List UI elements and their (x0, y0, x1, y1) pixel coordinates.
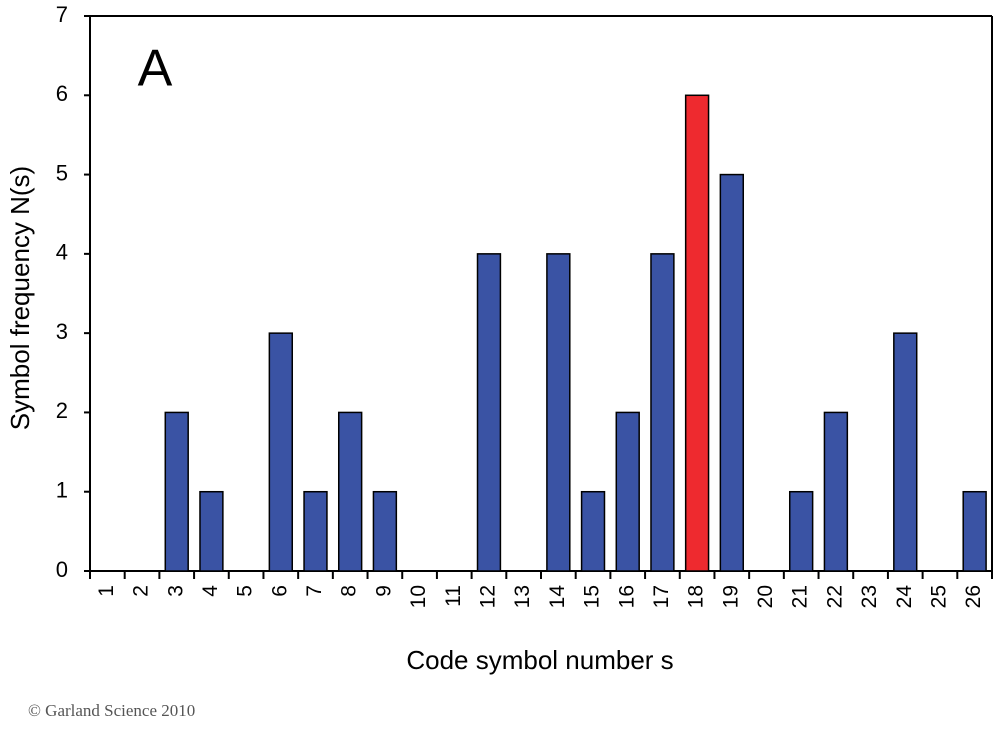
bar (893, 332, 918, 572)
y-tick-label: 4 (56, 240, 68, 265)
x-tick-label: 17 (650, 585, 673, 608)
bar (615, 411, 640, 572)
x-tick-label: 4 (199, 585, 222, 597)
x-tick-label: 14 (546, 585, 569, 609)
bar (372, 490, 398, 572)
x-tick-label: 3 (164, 585, 187, 597)
x-tick-label: 21 (789, 585, 812, 608)
x-tick-label: 10 (407, 585, 430, 608)
bar (546, 253, 571, 572)
bar (337, 411, 363, 572)
y-tick-label: 7 (56, 2, 68, 27)
x-tick-label: 23 (858, 585, 881, 608)
x-tick-label: 16 (615, 585, 638, 608)
x-tick-label: 15 (581, 585, 604, 608)
plot-frame (89, 15, 993, 572)
y-tick-label: 0 (56, 557, 68, 582)
x-tick-label: 7 (303, 585, 326, 597)
bar (684, 94, 710, 572)
bar (303, 490, 328, 572)
bar (580, 490, 606, 572)
x-tick-label: 19 (719, 585, 742, 608)
x-tick-label: 1 (95, 585, 118, 597)
bar (788, 490, 814, 572)
copyright: © Garland Science 2010 (28, 701, 195, 720)
x-tick-label: 24 (893, 585, 916, 609)
y-axis-label: Symbol frequency N(s) (5, 166, 35, 430)
bar (164, 411, 189, 572)
bar (719, 173, 745, 572)
x-tick-label: 12 (477, 585, 500, 608)
x-axis-label: Code symbol number s (406, 645, 673, 675)
y-tick-label: 1 (56, 478, 68, 503)
y-tick-label: 6 (56, 81, 68, 106)
x-tick-label: 8 (338, 585, 361, 597)
bar (650, 253, 675, 572)
x-tick-label: 22 (823, 585, 846, 608)
bar (962, 490, 987, 572)
bar (823, 411, 849, 572)
y-tick-label: 2 (56, 398, 68, 423)
x-tick-label: 2 (130, 585, 153, 597)
x-tick-label: 13 (511, 585, 534, 608)
x-tick-label: 18 (685, 585, 708, 608)
x-tick-label: 26 (962, 585, 985, 608)
x-tick-label: 6 (268, 585, 291, 597)
bar (268, 332, 294, 572)
x-tick-label: 20 (754, 585, 777, 608)
bar (476, 253, 502, 572)
x-tick-label: 25 (928, 585, 951, 608)
x-tick-label: 9 (372, 585, 395, 597)
x-tick-label: 5 (234, 585, 257, 597)
y-tick-label: 3 (56, 319, 68, 344)
panel-label: A (138, 40, 173, 98)
y-tick-label: 5 (56, 160, 68, 185)
bar (199, 490, 224, 572)
x-tick-label: 11 (442, 585, 465, 607)
